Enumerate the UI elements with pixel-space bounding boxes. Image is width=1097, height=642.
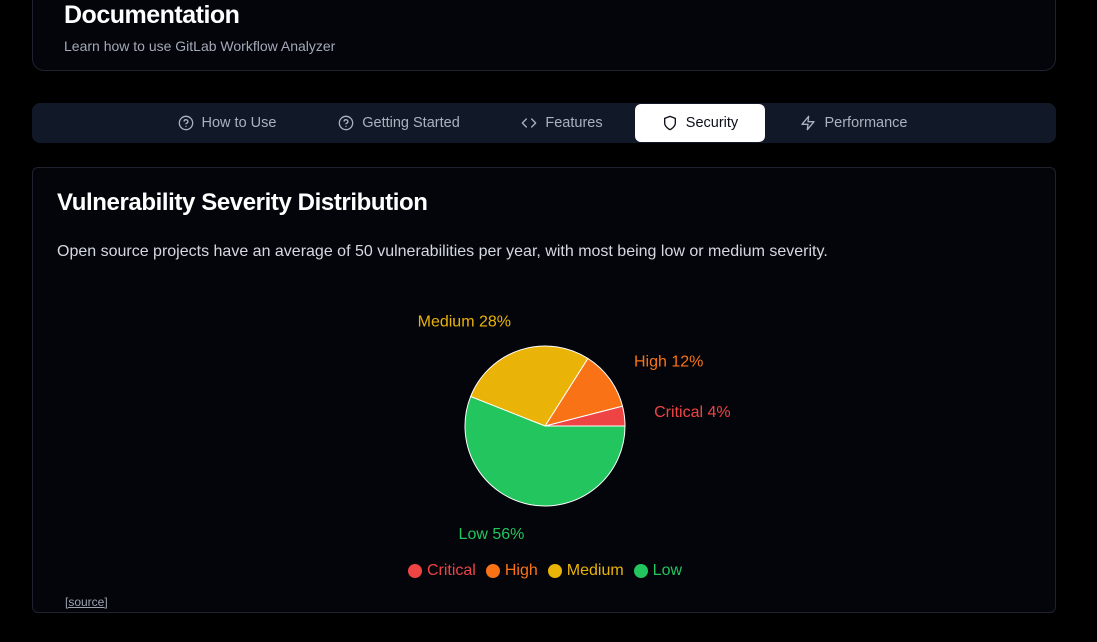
tab-label: Features xyxy=(545,115,603,131)
legend-item-critical[interactable]: Critical xyxy=(407,562,476,580)
legend-item-low[interactable]: Low xyxy=(633,562,683,580)
source-link[interactable]: [source] xyxy=(65,595,108,609)
legend-label: High xyxy=(504,562,538,579)
tab-bar: How to Use Getting Started Features Secu… xyxy=(32,103,1056,143)
tab-how-to-use[interactable]: How to Use xyxy=(162,104,292,142)
tab-security[interactable]: Security xyxy=(635,104,765,142)
tab-features[interactable]: Features xyxy=(507,104,617,142)
help-circle-icon xyxy=(178,115,193,131)
section-title: Vulnerability Severity Distribution xyxy=(57,189,428,216)
tab-getting-started[interactable]: Getting Started xyxy=(325,104,473,142)
pie-slice-high[interactable] xyxy=(543,357,624,427)
section-description: Open source projects have an average of … xyxy=(57,243,828,260)
legend-swatch xyxy=(485,564,500,578)
legend-label: Critical xyxy=(426,562,476,579)
severity-pie-chart: Critical 4% High 12% Medium 28% Low 56% xyxy=(418,313,731,543)
pie-label-critical: Critical 4% xyxy=(654,404,730,421)
legend-item-high[interactable]: High xyxy=(485,562,538,580)
tab-performance[interactable]: Performance xyxy=(784,104,924,142)
tab-label: How to Use xyxy=(201,115,277,131)
pie-slice-low[interactable] xyxy=(464,395,626,507)
pie-label-low: Low 56% xyxy=(459,526,525,543)
legend-swatch xyxy=(547,564,562,578)
pie-label-medium: Medium 28% xyxy=(418,313,511,330)
zap-icon xyxy=(801,115,816,131)
legend-item-medium[interactable]: Medium xyxy=(547,562,624,580)
tab-label: Performance xyxy=(824,115,908,131)
chart-legend: Critical High Medium Low xyxy=(33,562,1057,580)
tab-label: Security xyxy=(685,115,739,131)
security-content-card: Vulnerability Severity Distribution Open… xyxy=(32,167,1056,613)
page-title: Documentation xyxy=(64,1,240,29)
code-icon xyxy=(522,118,537,128)
pie-label-high: High 12% xyxy=(634,353,703,370)
header-card: Documentation Learn how to use GitLab Wo… xyxy=(32,0,1056,71)
help-circle-icon xyxy=(338,115,354,131)
tab-label: Getting Started xyxy=(362,115,460,131)
legend-swatch xyxy=(407,564,422,578)
pie-slice-medium[interactable] xyxy=(469,345,589,427)
legend-label: Low xyxy=(652,562,683,579)
legend-label: Medium xyxy=(566,562,624,579)
page-subtitle: Learn how to use GitLab Workflow Analyze… xyxy=(64,38,336,54)
shield-icon xyxy=(663,115,676,131)
legend-swatch xyxy=(633,564,648,578)
